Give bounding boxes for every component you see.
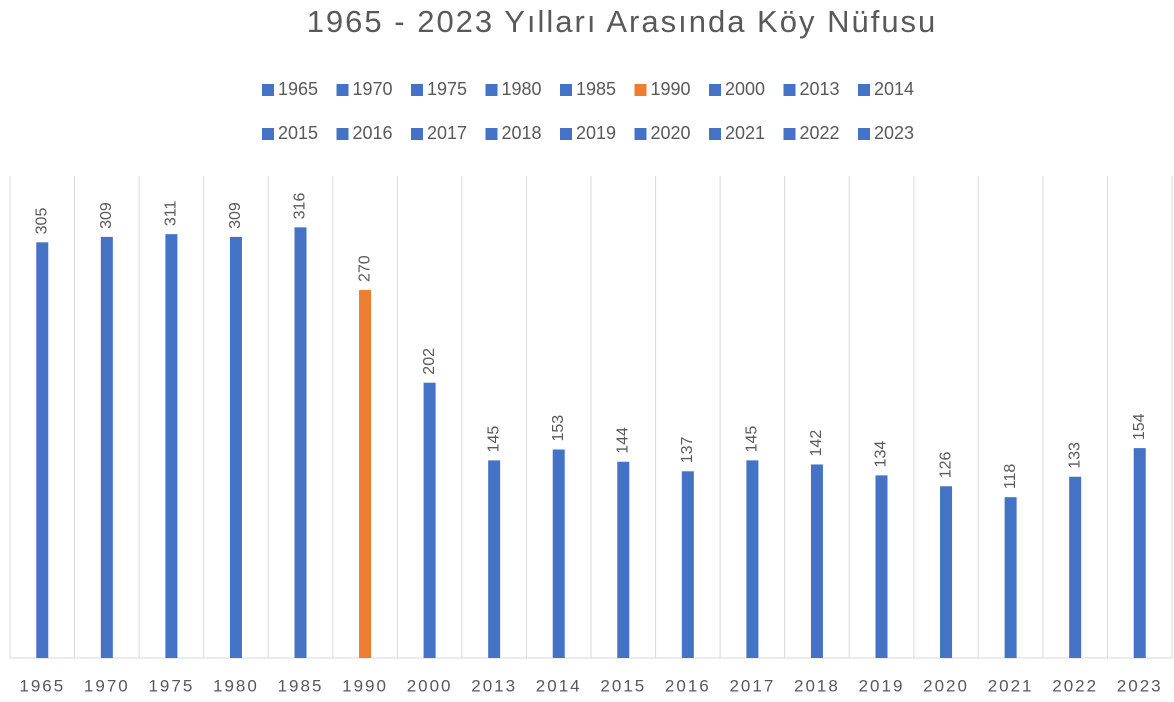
legend-swatch [783, 128, 796, 140]
bar [229, 236, 242, 658]
x-tick-label: 1975 [148, 676, 194, 695]
x-tick-label: 2017 [729, 676, 775, 695]
legend-swatch [709, 84, 721, 96]
x-tick-label: 2000 [407, 676, 453, 695]
data-label: 270 [356, 255, 373, 282]
bar [1004, 497, 1017, 658]
legend-label: 2000 [725, 79, 765, 99]
x-tick-label: 1970 [84, 676, 130, 695]
data-label: 126 [937, 451, 954, 478]
x-tick-label: 1980 [213, 676, 259, 695]
x-tick-label: 2020 [923, 676, 969, 695]
legend-swatch [560, 128, 572, 140]
legend-label: 2016 [353, 123, 393, 143]
legend-label: 2023 [874, 123, 914, 143]
bar [1133, 448, 1146, 658]
legend-label: 2014 [874, 79, 914, 99]
bar [552, 449, 565, 658]
data-label: 305 [33, 208, 50, 235]
legend-label: 1975 [427, 79, 467, 99]
legend-label: 1970 [353, 79, 393, 99]
bar [36, 242, 49, 659]
legend-swatch [262, 84, 274, 96]
bar [359, 290, 372, 658]
legend-swatch [262, 128, 274, 140]
data-label: 311 [163, 201, 180, 227]
bar [681, 471, 694, 658]
legend-swatch [485, 84, 498, 96]
legend-label: 2022 [800, 123, 840, 143]
legend-label: 2021 [725, 123, 765, 143]
x-tick-label: 1990 [342, 676, 388, 695]
x-tick-label: 2022 [1052, 676, 1098, 695]
x-tick-label: 2019 [859, 676, 905, 695]
data-label: 118 [1002, 464, 1019, 490]
x-tick-label: 2018 [794, 676, 840, 695]
bar [423, 382, 436, 658]
bar [875, 475, 888, 658]
legend-swatch [709, 128, 721, 140]
bar [100, 236, 113, 658]
chart-title: 1965 - 2023 Yılları Arasında Köy Nüfusu [307, 4, 938, 39]
data-label: 142 [808, 430, 825, 457]
data-label: 316 [292, 193, 309, 220]
data-label: 202 [421, 348, 438, 375]
legend-label: 2020 [651, 123, 691, 143]
legend-swatch [336, 84, 349, 96]
legend-swatch [411, 84, 423, 96]
legend-swatch [783, 84, 796, 96]
x-tick-label: 1985 [278, 676, 324, 695]
legend-label: 2017 [427, 123, 467, 143]
x-tick-label: 2021 [988, 676, 1034, 695]
legend-swatch [858, 128, 870, 140]
legend-label: 1985 [576, 79, 616, 99]
data-label: 145 [744, 426, 761, 453]
data-label: 309 [98, 202, 115, 229]
legend-swatch [634, 128, 647, 140]
bar [165, 234, 178, 658]
legend-swatch [634, 84, 647, 96]
data-label: 145 [485, 426, 502, 453]
legend-swatch [858, 84, 870, 96]
data-label: 154 [1131, 413, 1148, 440]
data-label: 309 [227, 202, 244, 229]
bar [940, 486, 953, 658]
x-tick-label: 2015 [600, 676, 646, 695]
x-tick-label: 2014 [536, 676, 582, 695]
bar [617, 461, 630, 658]
bar [294, 227, 307, 658]
legend-label: 2019 [576, 123, 616, 143]
x-tick-label: 2013 [471, 676, 517, 695]
legend-swatch [485, 128, 498, 140]
data-label: 133 [1066, 442, 1083, 469]
legend-label: 2013 [800, 79, 840, 99]
data-label: 134 [873, 441, 890, 468]
legend-label: 1965 [278, 79, 318, 99]
x-tick-label: 2016 [665, 676, 711, 695]
legend-label: 2015 [278, 123, 318, 143]
bar [1069, 476, 1082, 658]
bar [746, 460, 759, 658]
legend-label: 1980 [502, 79, 542, 99]
x-tick-label: 2023 [1117, 676, 1163, 695]
legend-swatch [336, 128, 349, 140]
bar [810, 464, 823, 658]
data-label: 153 [550, 415, 567, 442]
legend-swatch [560, 84, 572, 96]
legend-label: 1990 [651, 79, 691, 99]
legend-label: 2018 [502, 123, 542, 143]
data-label: 144 [614, 427, 631, 454]
bar [488, 460, 501, 658]
x-tick-label: 1965 [19, 676, 65, 695]
data-label: 137 [679, 436, 696, 463]
legend-swatch [411, 128, 423, 140]
